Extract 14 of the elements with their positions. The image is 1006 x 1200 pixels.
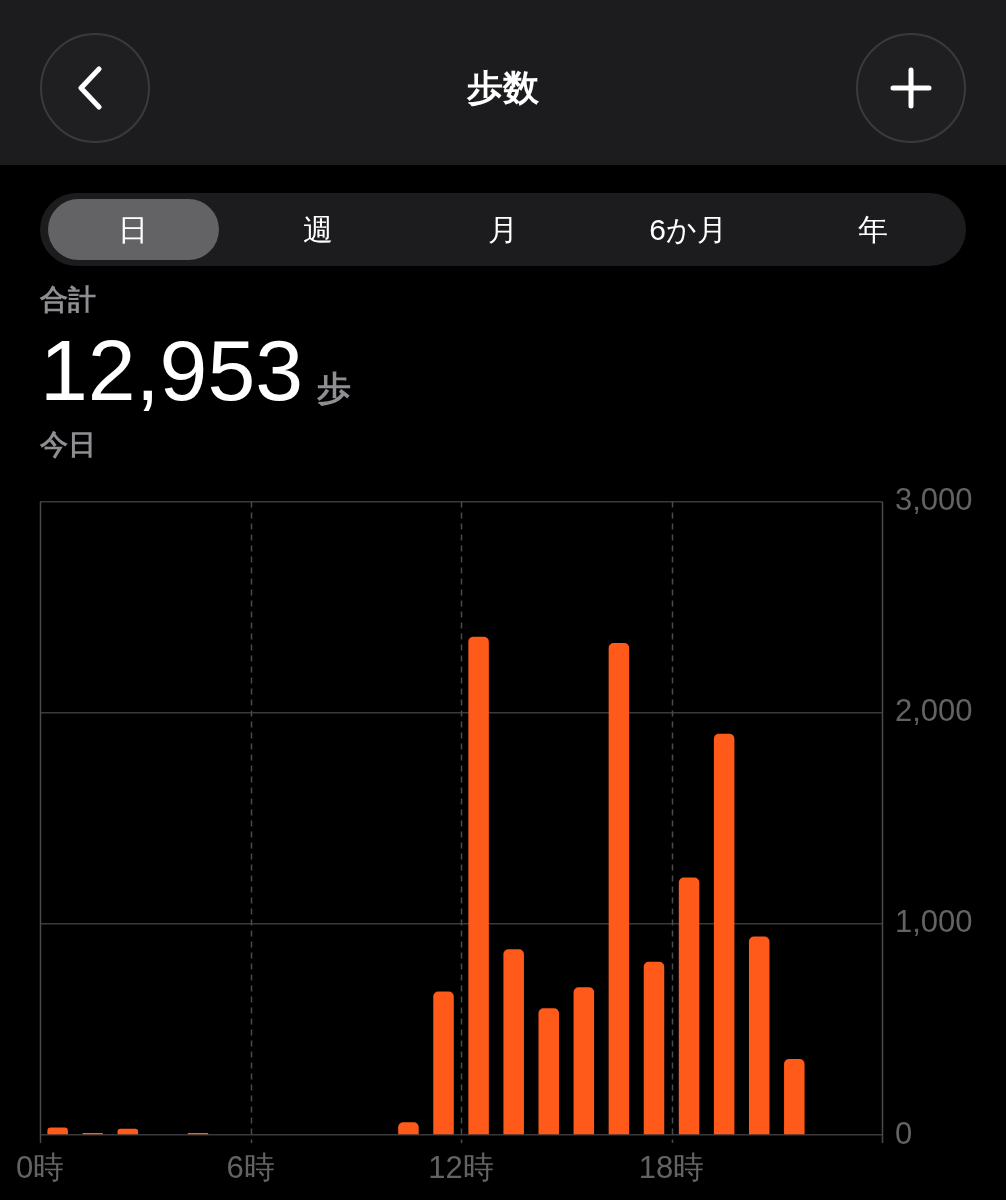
text: 歩 [317,369,352,407]
x-tick-label: 6時 [226,1150,275,1186]
y-tick-label: 2,000 [895,693,973,729]
text: 12,953 [40,322,304,418]
x-tick-label: 18時 [638,1150,705,1186]
y-tick-label: 1,000 [895,904,973,940]
x-tick-label: 12時 [428,1150,494,1186]
text: 合計 [40,284,96,316]
text: 今日 [40,429,96,461]
x-tick-label: 0時 [16,1150,65,1186]
y-tick-label: 0 [895,1115,913,1151]
y-tick-label: 3,000 [895,482,973,518]
segmented-control: 日 週 月 6か月 年 [40,193,966,266]
chart-title: 歩数 [467,66,539,110]
